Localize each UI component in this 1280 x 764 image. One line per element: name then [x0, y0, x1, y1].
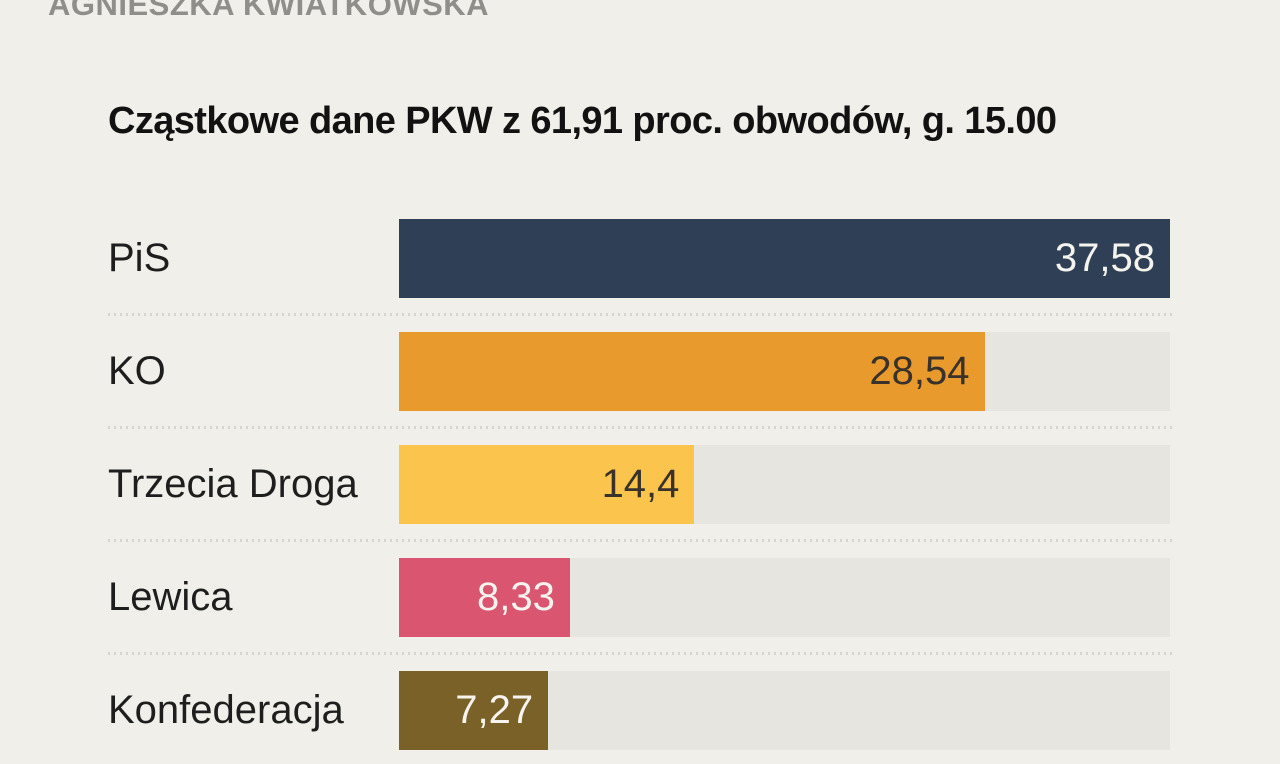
party-label: PiS [108, 236, 171, 280]
bar-track: 28,54 [399, 332, 1170, 411]
bar-fill: 14,4 [399, 445, 695, 524]
bar-track: 8,33 [399, 558, 1170, 637]
party-label: Lewica [108, 575, 233, 619]
party-label: Konfederacja [108, 688, 344, 732]
row-separator [108, 652, 1174, 655]
bar-chart: PiS 37,58 KO 28,54 Trzecia Droga 14,4 [0, 219, 1280, 764]
row-separator [108, 313, 1174, 316]
bar-value-label: 8,33 [477, 575, 555, 619]
bar-value-label: 7,27 [455, 688, 534, 732]
party-label: Trzecia Droga [108, 462, 358, 506]
bar-value-label: 14,4 [601, 462, 680, 506]
bar-fill: 28,54 [399, 332, 985, 411]
bar-value-label: 28,54 [869, 349, 970, 393]
bar-fill: 37,58 [399, 219, 1170, 298]
chart-title: Cząstkowe dane PKW z 61,91 proc. obwodów… [108, 100, 1057, 142]
bar-fill: 7,27 [399, 671, 549, 750]
author-byline: AGNIESZKA KWIATKOWSKA [48, 0, 490, 22]
bar-chart-row: Trzecia Droga 14,4 [0, 445, 1280, 558]
bar-fill: 8,33 [399, 558, 570, 637]
bar-track: 14,4 [399, 445, 1170, 524]
bar-track: 7,27 [399, 671, 1170, 750]
bar-chart-row: PiS 37,58 [0, 219, 1280, 332]
bar-track: 37,58 [399, 219, 1170, 298]
bar-chart-row: Konfederacja 7,27 [0, 671, 1280, 764]
bar-value-label: 37,58 [1054, 236, 1155, 280]
row-separator [108, 426, 1174, 429]
party-label: KO [108, 349, 166, 393]
bar-chart-row: Lewica 8,33 [0, 558, 1280, 671]
bar-chart-row: KO 28,54 [0, 332, 1280, 445]
row-separator [108, 539, 1174, 542]
